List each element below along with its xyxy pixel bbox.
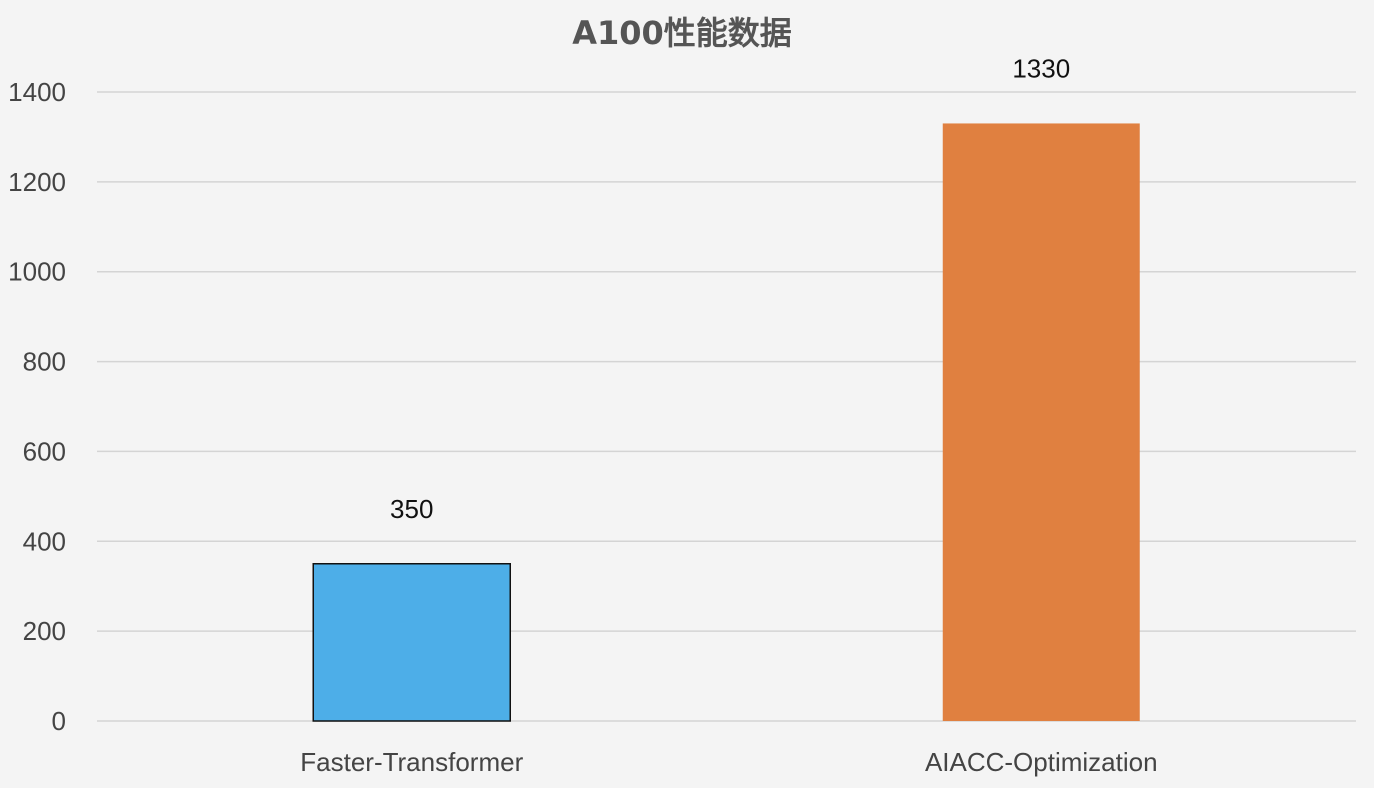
y-tick-label: 1400	[8, 77, 66, 107]
y-tick-label: 1000	[8, 257, 66, 287]
chart-title: A100性能数据	[572, 14, 792, 52]
data-label: 350	[390, 494, 433, 524]
y-axis-ticks: 0 200 400 600 800 1000 1200 1400	[8, 77, 66, 736]
y-tick-label: 1200	[8, 167, 66, 197]
grid-lines	[97, 91, 1356, 722]
y-tick-label: 600	[23, 436, 66, 466]
bar	[942, 123, 1140, 721]
y-tick-label: 0	[52, 706, 66, 736]
data-label: 1330	[1012, 53, 1070, 83]
data-labels: 350 1330	[390, 53, 1070, 523]
y-tick-label: 200	[23, 616, 66, 646]
bar	[312, 563, 511, 722]
bars	[312, 123, 1140, 722]
category-label: Faster-Transformer	[300, 747, 523, 777]
y-tick-label: 400	[23, 526, 66, 556]
y-tick-label: 800	[23, 347, 66, 377]
category-label: AIACC-Optimization	[925, 747, 1158, 777]
category-labels: Faster-Transformer AIACC-Optimization	[300, 747, 1157, 777]
